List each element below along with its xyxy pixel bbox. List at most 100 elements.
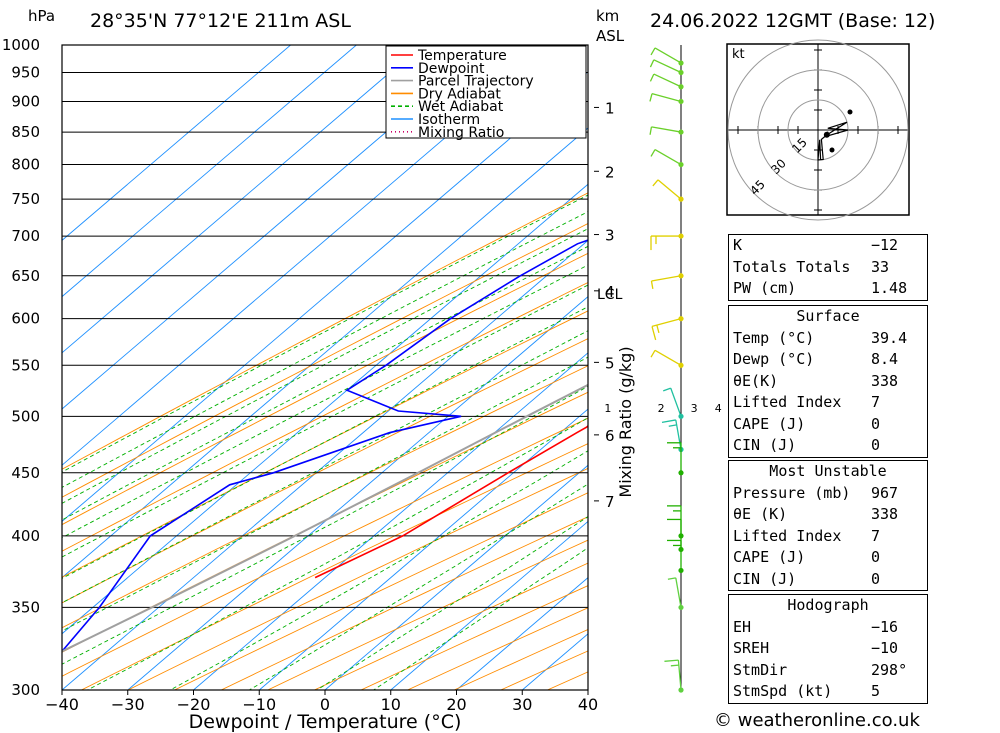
legend-box xyxy=(385,45,587,139)
dry-adiabat-line xyxy=(174,492,588,690)
wind-barb-staff xyxy=(653,73,682,88)
mixing-ratio-label: 2 xyxy=(658,402,665,415)
series-parcel-trajectory xyxy=(62,383,588,653)
panel-row-value: 1.48 xyxy=(871,279,908,297)
panel-row-value: −10 xyxy=(871,639,899,657)
panel-row: StmSpd (kt) 5 xyxy=(729,681,927,703)
isotherm-line xyxy=(62,71,588,522)
x-tick-label: 30 xyxy=(512,695,532,714)
hodograph-unit-label: kt xyxy=(732,47,745,62)
panel-row: CAPE (J) 0 xyxy=(729,414,927,436)
panel-row-label: θE (K) xyxy=(733,505,788,523)
panel-row-label: CIN (J) xyxy=(733,436,797,454)
panel-row-label: CAPE (J) xyxy=(733,414,806,433)
km-tick-label: 1 xyxy=(605,99,615,117)
wind-barb-flag xyxy=(649,126,653,135)
panel-row: EH −16 xyxy=(729,617,927,639)
isotherm-line xyxy=(62,45,357,298)
lcl-label: LCL xyxy=(597,287,623,303)
km-tick-label: 3 xyxy=(605,227,615,245)
panel-row: Lifted Index 7 xyxy=(729,526,927,548)
isotherm-line xyxy=(62,45,291,241)
x-tick-label: 40 xyxy=(578,695,598,714)
panel-row: CIN (J) 0 xyxy=(729,569,927,591)
isotherm-line xyxy=(456,577,588,690)
panel-row: θE(K) 338 xyxy=(729,371,927,393)
panel-row-value: 298° xyxy=(871,660,908,679)
surface-title: Surface xyxy=(796,307,860,325)
panel-row-label: SREH xyxy=(733,639,770,657)
panel-row: SREH −10 xyxy=(729,638,927,660)
pressure-tick-label: 1000 xyxy=(2,36,40,54)
pressure-tick-label: 300 xyxy=(11,681,40,699)
isotherm-line xyxy=(193,352,588,690)
panel-row-value: 7 xyxy=(871,526,881,545)
pressure-tick-label: 600 xyxy=(11,310,40,328)
panel-row: Lifted Index 7 xyxy=(729,392,927,414)
wind-barb-flag xyxy=(650,349,656,358)
panel-row: Temp (°C) 39.4 xyxy=(729,328,927,350)
panel-row-value: −16 xyxy=(871,617,899,636)
isotherm-line xyxy=(62,45,554,466)
series-dewpoint xyxy=(62,239,588,653)
legend-label: Mixing Ratio xyxy=(418,125,504,141)
panel-row-label: Pressure (mb) xyxy=(733,483,851,502)
panel-row-label: PW (cm) xyxy=(733,279,797,297)
wind-barb-staff xyxy=(657,179,682,200)
panel-row-value: 33 xyxy=(871,257,890,276)
panel-row-value: 5 xyxy=(871,682,881,700)
panel-row-label: Temp (°C) xyxy=(733,328,815,347)
panel-row-label: StmDir xyxy=(733,660,788,679)
legend-label: Dry Adiabat xyxy=(418,86,501,102)
hodograph-table-title: Hodograph xyxy=(787,596,869,614)
panel-row: PW (cm) 1.48 xyxy=(729,278,927,300)
panel-row-value: 8.4 xyxy=(871,350,899,368)
panel-row: K −12 xyxy=(729,235,927,257)
mixing-ratio-label: 1 xyxy=(604,402,611,415)
wind-barb-staff xyxy=(654,148,682,166)
hodograph-ring xyxy=(757,69,879,191)
panel-row-label: Totals Totals xyxy=(733,257,851,276)
dry-adiabat-line xyxy=(127,467,588,690)
x-tick-label: −10 xyxy=(242,695,276,714)
panel-row-value: 0 xyxy=(871,414,881,433)
wind-barb-flag xyxy=(668,424,677,427)
panel-row-value: −12 xyxy=(871,236,899,254)
wind-barb-flag xyxy=(652,179,659,187)
panel-row-label: EH xyxy=(733,617,752,636)
pressure-tick-label: 850 xyxy=(11,123,40,141)
km-tick-label: 4 xyxy=(605,283,615,301)
wind-barb-staff xyxy=(670,387,682,417)
dry-adiabat-line xyxy=(62,417,588,677)
hpa-unit-label: hPa xyxy=(28,7,55,25)
isotherm-line xyxy=(62,45,423,354)
wind-barb-dot xyxy=(678,604,684,611)
axis-labels: 3003504004505005506006507007508008509009… xyxy=(2,36,598,714)
wind-barb-staff xyxy=(653,59,682,74)
panel-row-label: StmSpd (kt) xyxy=(733,682,833,700)
panel-row-label: K xyxy=(733,236,743,254)
storm-motion-marker xyxy=(823,131,830,138)
wind-barb-dot xyxy=(678,567,684,574)
wind-barb-flag xyxy=(661,419,676,424)
pressure-tick-label: 900 xyxy=(11,92,40,110)
panel-row-value: 7 xyxy=(871,393,881,411)
panel-row-label: Lifted Index xyxy=(733,526,842,545)
x-tick-label: 10 xyxy=(381,695,401,714)
most-unstable-title: Most Unstable xyxy=(769,462,887,480)
wind-barb-flag xyxy=(649,93,653,102)
wind-barb-flag xyxy=(670,664,679,667)
isotherm-line xyxy=(324,464,588,690)
panel-row-label: CAPE (J) xyxy=(733,548,806,566)
copyright-link[interactable]: © weatheronline.co.uk xyxy=(714,710,920,731)
mixing-ratio-label: 4 xyxy=(715,402,722,415)
wet-adiabat-line xyxy=(62,330,588,604)
wind-barb-staff xyxy=(654,47,682,64)
isotherm-line xyxy=(127,296,588,690)
wind-barb-staff xyxy=(675,577,682,608)
location-label: 28°35'N 77°12'E 211m ASL xyxy=(90,10,351,32)
sounding-series xyxy=(62,239,588,653)
